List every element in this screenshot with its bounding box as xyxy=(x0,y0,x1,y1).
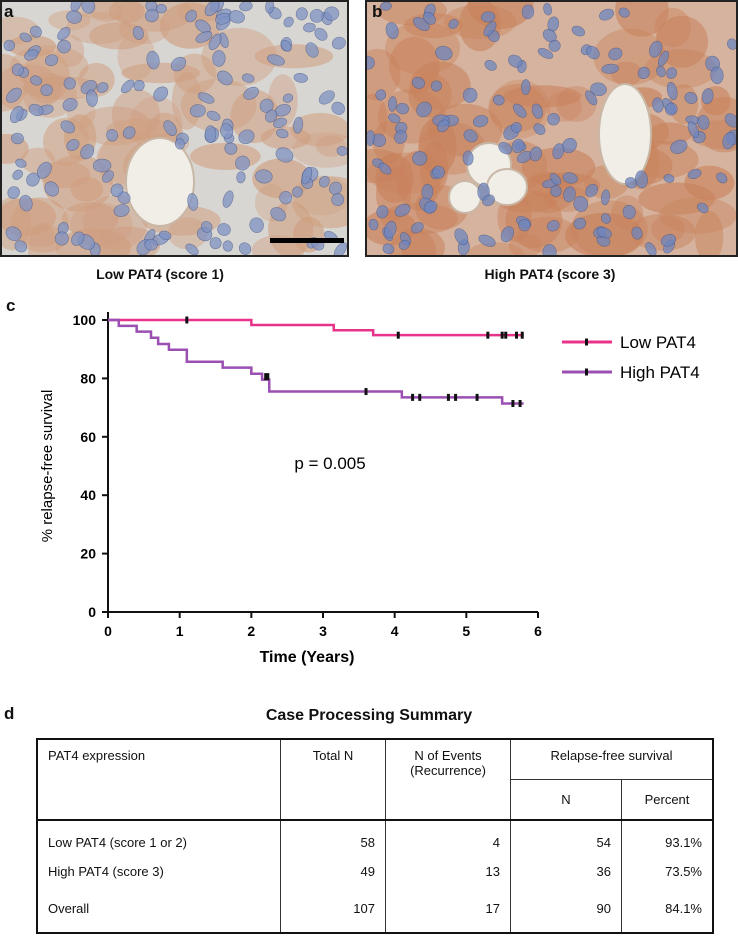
row-label: Low PAT4 (score 1 or 2) xyxy=(36,818,281,857)
row-events: 4 xyxy=(385,818,511,857)
legend-censor-mark xyxy=(585,368,588,376)
row-percent: 84.1% xyxy=(621,892,714,935)
header-sub-n: N xyxy=(510,778,622,821)
x-tick-label: 4 xyxy=(391,623,399,639)
y-tick-label: 0 xyxy=(88,604,96,620)
x-tick-label: 0 xyxy=(104,623,112,639)
y-tick-label: 80 xyxy=(80,370,96,386)
legend-label: Low PAT4 xyxy=(620,333,696,352)
series-line-high-pat4 xyxy=(108,318,524,405)
censor-mark xyxy=(454,393,458,401)
censor-mark xyxy=(264,373,268,381)
table-row: Low PAT4 (score 1 or 2) 58 4 54 93.1% xyxy=(36,818,714,857)
censor-mark xyxy=(446,393,450,401)
censor-mark xyxy=(518,400,522,408)
micrograph-high-pat4-image xyxy=(367,2,736,255)
row-label: Overall xyxy=(36,892,281,935)
case-processing-summary-table: PAT4 expression Total N N of Events (Rec… xyxy=(36,737,714,935)
censor-mark xyxy=(500,331,504,339)
row-total: 58 xyxy=(280,818,386,857)
x-tick-label: 3 xyxy=(319,623,327,639)
x-tick-label: 5 xyxy=(462,623,470,639)
header-pat4-expression: PAT4 expression xyxy=(36,738,281,821)
micrograph-low-pat4-image xyxy=(2,2,347,255)
censor-mark xyxy=(515,331,518,339)
row-percent: 93.1% xyxy=(621,818,714,857)
legend-label: High PAT4 xyxy=(620,363,700,382)
row-total: 107 xyxy=(280,892,386,935)
x-tick-label: 1 xyxy=(176,623,184,639)
censor-mark xyxy=(418,393,422,401)
header-sub-percent: Percent xyxy=(621,778,714,821)
row-n: 36 xyxy=(510,856,622,893)
kaplan-meier-chart: 0 20 40 60 80 100 0 1 2 3 4 5 6 Time (Years) % relapse… xyxy=(39,312,700,666)
censor-mark xyxy=(396,331,400,339)
panel-letter-c: c xyxy=(6,296,16,315)
row-events: 17 xyxy=(385,892,511,935)
caption-low-pat4: Low PAT4 (score 1) xyxy=(96,266,224,282)
row-label: High PAT4 (score 3) xyxy=(36,856,281,893)
x-tick-label: 6 xyxy=(534,623,542,639)
censor-mark xyxy=(364,388,368,396)
header-n-events: N of Events (Recurrence) xyxy=(385,738,511,821)
header-total-n: Total N xyxy=(280,738,386,821)
row-n: 90 xyxy=(510,892,622,935)
row-n: 54 xyxy=(510,818,622,857)
header-n-events-label: N of Events (Recurrence) xyxy=(410,748,486,778)
censor-mark xyxy=(486,331,490,339)
censor-mark xyxy=(475,393,479,401)
x-axis-label: Time (Years) xyxy=(260,649,355,666)
y-tick-label: 60 xyxy=(80,429,96,445)
censor-mark xyxy=(511,400,515,408)
y-tick-label: 20 xyxy=(80,546,96,562)
censor-mark xyxy=(411,393,415,401)
caption-high-pat4: High PAT4 (score 3) xyxy=(484,266,616,282)
header-relapse-free-survival: Relapse-free survival xyxy=(510,737,714,780)
micrograph-low-pat4 xyxy=(0,0,349,257)
table-row: High PAT4 (score 3) 49 13 36 73.5% xyxy=(36,856,714,893)
p-value-annotation: p = 0.005 xyxy=(294,454,365,473)
censor-mark xyxy=(185,316,189,324)
x-tick-label: 2 xyxy=(247,623,255,639)
row-total: 49 xyxy=(280,856,386,893)
row-percent: 73.5% xyxy=(621,856,714,893)
table-row: Overall 107 17 90 84.1% xyxy=(36,892,714,935)
series-line-low-pat4 xyxy=(108,318,524,337)
legend-censor-mark xyxy=(585,338,588,346)
y-axis-label: % relapse-free survival xyxy=(39,390,56,543)
censor-mark xyxy=(520,331,524,339)
censor-mark xyxy=(266,373,270,381)
panel-letter-b: b xyxy=(372,2,383,21)
censor-mark xyxy=(504,331,508,339)
micrograph-high-pat4 xyxy=(365,0,738,257)
panel-letter-d: d xyxy=(4,704,15,723)
y-tick-label: 100 xyxy=(73,312,97,328)
y-tick-label: 40 xyxy=(80,487,96,503)
row-events: 13 xyxy=(385,856,511,893)
panel-letter-a: a xyxy=(4,2,14,21)
table-title: Case Processing Summary xyxy=(265,707,473,724)
